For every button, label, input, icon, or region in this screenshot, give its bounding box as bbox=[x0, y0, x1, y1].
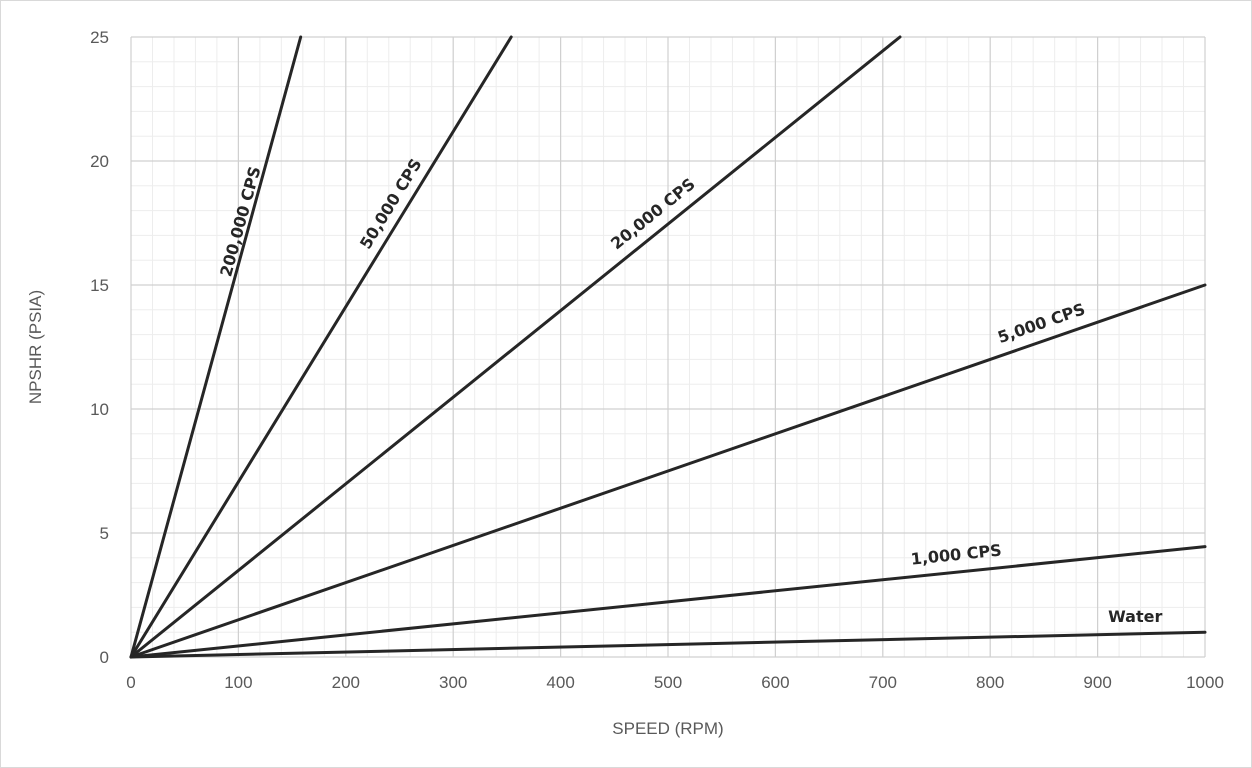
major-gridlines bbox=[130, 36, 1206, 658]
x-tick-label: 300 bbox=[439, 673, 467, 692]
series-label-group: 1,000 CPS bbox=[910, 541, 1003, 569]
y-tick-label: 20 bbox=[90, 152, 109, 171]
series-label: 50,000 CPS bbox=[356, 155, 426, 252]
tick-labels: 0 100 200 300 400 500 600 700 800 900 1000 0 5 10 15 20… bbox=[90, 28, 1224, 692]
x-tick-label: 1000 bbox=[1186, 673, 1224, 692]
y-tick-label: 25 bbox=[90, 28, 109, 47]
x-axis-title: SPEED (RPM) bbox=[612, 719, 723, 738]
x-tick-label: 400 bbox=[546, 673, 574, 692]
x-tick-label: 600 bbox=[761, 673, 789, 692]
series-lines bbox=[129, 35, 1207, 659]
series-line bbox=[129, 545, 1207, 659]
series-label: 5,000 CPS bbox=[995, 299, 1087, 347]
y-tick-label: 5 bbox=[100, 524, 109, 543]
x-tick-label: 500 bbox=[654, 673, 682, 692]
series-label: Water bbox=[1108, 607, 1162, 626]
y-axis-title: NPSHR (PSIA) bbox=[26, 290, 45, 404]
series-line bbox=[129, 35, 303, 659]
y-tick-label: 0 bbox=[100, 648, 109, 667]
series-line bbox=[129, 630, 1207, 659]
series-label-group: Water bbox=[1108, 607, 1162, 626]
x-tick-label: 100 bbox=[224, 673, 252, 692]
y-tick-label: 15 bbox=[90, 276, 109, 295]
x-tick-label: 800 bbox=[976, 673, 1004, 692]
series-label-group: 50,000 CPS bbox=[356, 155, 426, 252]
series-line bbox=[129, 35, 902, 659]
x-tick-label: 200 bbox=[332, 673, 360, 692]
x-tick-label: 0 bbox=[126, 673, 135, 692]
series-line bbox=[129, 35, 513, 659]
series-line bbox=[129, 283, 1207, 659]
series-label-group: 5,000 CPS bbox=[995, 299, 1087, 347]
series-label: 1,000 CPS bbox=[910, 541, 1003, 569]
y-tick-label: 10 bbox=[90, 400, 109, 419]
x-tick-label: 900 bbox=[1083, 673, 1111, 692]
x-tick-label: 700 bbox=[869, 673, 897, 692]
